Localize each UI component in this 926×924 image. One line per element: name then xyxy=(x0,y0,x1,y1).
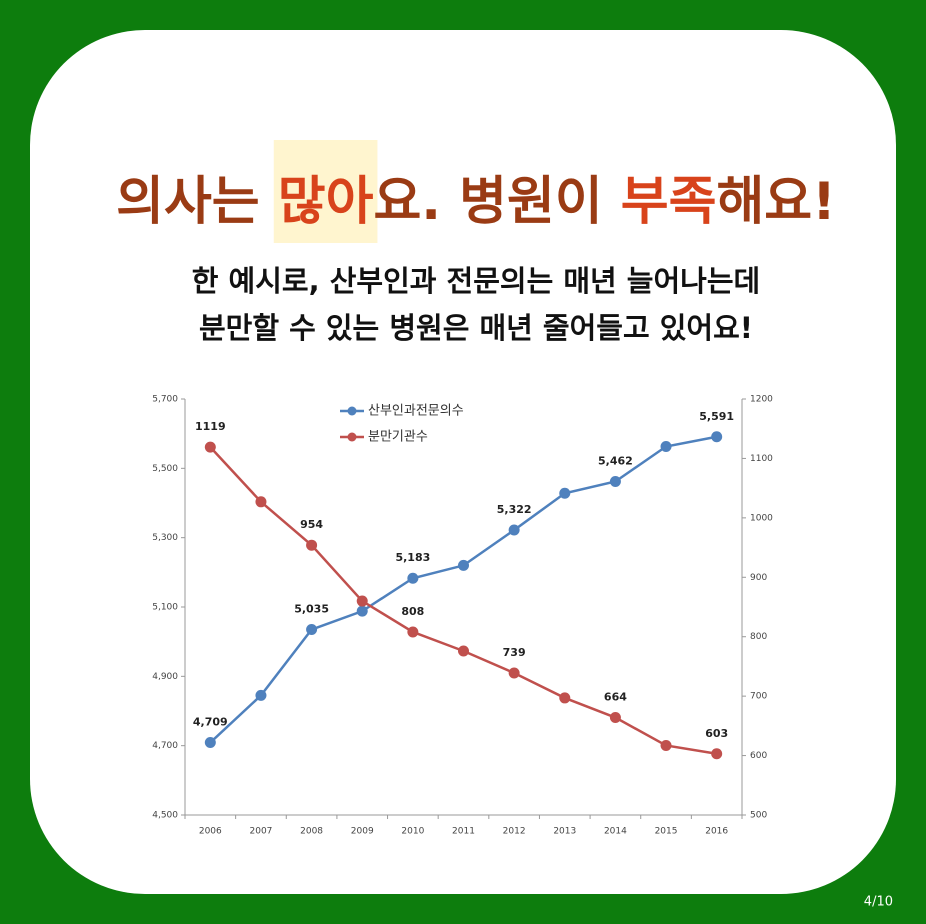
point xyxy=(255,689,267,701)
y-tick-label: 5,100 xyxy=(152,603,178,613)
x-tick-label: 2010 xyxy=(401,827,424,837)
y2-tick-label: 900 xyxy=(750,573,767,583)
point xyxy=(711,431,723,443)
title-part: 의사는 xyxy=(116,172,278,232)
legend-label: 분만기관수 xyxy=(368,430,428,445)
point xyxy=(356,605,368,617)
title-part: 부족 xyxy=(621,172,717,232)
value-label: 664 xyxy=(604,691,627,704)
y-tick-label: 5,500 xyxy=(152,464,178,474)
y-tick-label: 4,700 xyxy=(152,741,178,751)
point xyxy=(559,487,571,499)
legend-label: 산부인과전문의수 xyxy=(368,404,464,419)
point xyxy=(204,737,216,749)
y2-tick-label: 800 xyxy=(750,632,767,642)
x-tick-label: 2009 xyxy=(351,827,374,837)
y2-tick-label: 1000 xyxy=(750,513,773,523)
subtitle: 분만할 수 있는 병원은 매년 줄어들고 있어요! xyxy=(199,311,753,345)
value-label: 5,462 xyxy=(598,455,633,468)
value-label: 4,709 xyxy=(193,716,228,729)
x-tick-label: 2007 xyxy=(250,827,273,837)
x-tick-label: 2008 xyxy=(300,827,323,837)
point xyxy=(306,539,318,551)
x-tick-label: 2011 xyxy=(452,827,475,837)
point xyxy=(356,595,368,607)
point xyxy=(609,476,621,488)
value-label: 603 xyxy=(705,727,728,740)
title-part: 요. 병원이 xyxy=(373,172,620,232)
title-part: 많아 xyxy=(278,172,374,232)
x-tick-label: 2013 xyxy=(553,827,576,837)
x-tick-label: 2015 xyxy=(655,827,678,837)
x-tick-label: 2012 xyxy=(503,827,526,837)
point xyxy=(458,559,469,571)
highlight xyxy=(273,140,378,243)
value-label: 1119 xyxy=(195,420,226,433)
y-tick-label: 4,500 xyxy=(152,811,178,821)
subtitle: 한 예시로, 산부인과 전문의는 매년 늘어나는데 xyxy=(192,264,760,298)
value-label: 5,591 xyxy=(699,410,734,423)
value-label: 5,035 xyxy=(294,603,329,616)
title: 의사는 많아요. 병원이 부족해요! xyxy=(116,172,836,232)
point xyxy=(407,626,419,638)
point xyxy=(711,748,723,760)
y-tick-label: 5,700 xyxy=(152,395,178,405)
value-label: 5,183 xyxy=(395,551,430,564)
card xyxy=(30,30,896,894)
legend-marker xyxy=(347,406,357,416)
point xyxy=(204,441,216,453)
y-tick-label: 4,900 xyxy=(152,672,178,682)
y2-tick-label: 500 xyxy=(750,811,767,821)
point xyxy=(255,496,267,508)
x-tick-label: 2016 xyxy=(705,827,728,837)
legend-marker xyxy=(347,432,357,442)
y2-tick-label: 600 xyxy=(750,751,767,761)
y2-tick-label: 700 xyxy=(750,692,767,702)
point xyxy=(508,667,520,679)
point xyxy=(559,692,571,704)
page-number: 4/10 xyxy=(864,895,893,910)
y2-tick-label: 1100 xyxy=(750,454,773,464)
point xyxy=(660,739,672,751)
point xyxy=(407,572,419,584)
title-part: 해요! xyxy=(716,172,835,232)
value-label: 739 xyxy=(503,646,526,659)
value-label: 954 xyxy=(300,518,323,531)
x-tick-label: 2014 xyxy=(604,827,627,837)
point xyxy=(508,524,520,536)
point xyxy=(660,440,672,452)
point xyxy=(306,624,318,636)
y2-tick-label: 1200 xyxy=(750,395,773,405)
y-tick-label: 5,300 xyxy=(152,533,178,543)
point xyxy=(458,645,469,657)
point xyxy=(609,712,621,724)
value-label: 808 xyxy=(401,605,424,618)
x-tick-label: 2006 xyxy=(199,827,222,837)
value-label: 5,322 xyxy=(497,503,532,516)
